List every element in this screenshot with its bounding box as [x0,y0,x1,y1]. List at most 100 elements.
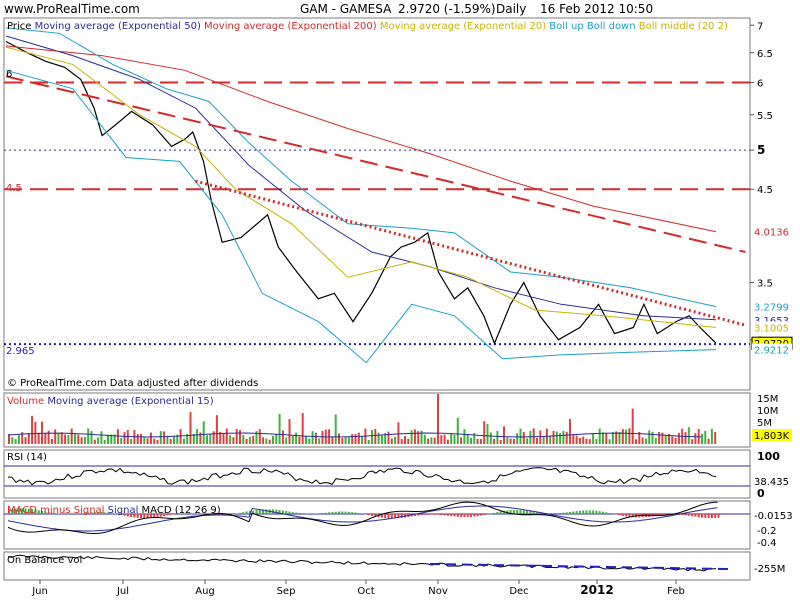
macd-hist-bar [196,513,199,514]
volume-bar [189,412,192,444]
volume-bar [658,432,661,444]
volume-bar [275,434,278,444]
macd-hist-bar [50,512,53,514]
volume-bar [585,438,588,444]
volume-bar [116,429,119,444]
volume-bar [268,439,271,444]
volume-bar [298,436,301,444]
volume-bar [357,432,360,444]
volume-bar [384,432,387,444]
volume-bar [529,430,532,444]
volume-bar [413,429,416,444]
price-y-tick-label-2: 6 [757,78,763,89]
obv-legend: On Balance vol [7,555,82,566]
volume-bar [341,438,344,444]
volume-bar [149,432,152,444]
rsi-value-tag-bg [752,475,792,487]
macd-hist-bar [628,514,631,517]
volume-value-tag: 1,803K [754,431,790,442]
macd-hist-bar [575,511,578,514]
volume-bar [562,431,565,444]
volume-bar [651,431,654,444]
price-value-tag-bg-3 [752,321,792,334]
volume-bar [169,439,172,444]
macd-hist-bar [100,512,103,514]
macd-hist-bar [347,511,350,514]
macd-hist-bar [390,514,393,519]
macd-hist-bar [453,514,456,517]
volume-bar [473,432,476,444]
volume-bar [87,428,90,444]
macd-hist-bar [149,514,152,518]
volume-bar [93,439,96,444]
volume-bar [113,434,116,444]
volume-bar [47,430,50,444]
volume-bar [159,431,162,444]
level-label-2-965: 2.965 [6,346,35,357]
macd-hist-bar [420,514,423,516]
macd-hist-bar [473,514,476,517]
volume-bar [532,428,535,444]
volume-bar [156,439,159,444]
macd-hist-bar [27,508,30,514]
volume-bar [427,438,430,444]
volume-bar [437,394,439,444]
macd-hist-bar [239,512,241,514]
macd-hist-bar [476,514,479,517]
volume-bar [602,432,604,444]
volume-bar [361,436,364,444]
header: www.ProRealTime.com GAM - GAMESA 2.9720 … [4,2,653,16]
volume-bar [380,435,383,444]
macd-hist-bar [182,513,185,514]
macd-hist-bar [133,514,136,518]
volume-bar [245,439,248,444]
volume-bar [14,439,17,444]
macd-hist-bar [499,511,502,514]
volume-bar [397,422,400,444]
macd-hist-bar [146,514,149,519]
macd-hist-bar [578,510,581,514]
volume-bar [493,438,496,444]
volume-bar [281,430,284,444]
macd-hist-bar [664,514,667,516]
macd-hist-bar [97,512,100,514]
volume-bar [212,431,215,444]
volume-bar [483,421,486,444]
volume-bar [592,432,595,444]
volume-bar [222,433,225,444]
macd-hist-bar [460,514,463,517]
volume-bar [611,432,614,444]
macd-hist-bar [631,514,634,518]
macd-hist-bar [463,514,466,518]
macd-value-tag-bg [752,509,794,521]
volume-bar [17,435,20,444]
volume-legend-item-1: Moving average (Exponential 15) [44,396,214,407]
macd-hist-bar [536,512,538,514]
volume-bar [522,432,525,444]
macd-hist-bar [493,512,496,514]
volume-bar [351,434,354,444]
price-change-label: 2.9720 (-1.59%) [398,2,496,16]
obv-panel-bg [3,551,751,581]
volume-bar [371,429,373,444]
volume-bar [90,431,93,444]
volume-bar [97,437,100,444]
macd-hist-bar [400,514,403,518]
volume-bar [285,437,288,444]
macd-hist-bar [694,514,697,517]
macd-hist-bar [344,511,347,514]
volume-bar [173,436,175,444]
macd-hist-bar [559,513,562,514]
volume-bar [110,434,113,444]
volume-bar [262,437,265,444]
macd-hist-bar [598,511,601,514]
volume-bar [394,436,397,444]
macd-hist-bar [618,514,621,516]
macd-legend: MACD minus Signal Signal MACD (12 26 9) [7,505,221,516]
macd-hist-bar [687,514,690,516]
volume-bar [288,419,291,444]
volume-bar [265,438,268,444]
volume-bar [314,432,317,444]
macd-hist-bar [186,513,189,514]
macd-hist-bar [288,511,291,514]
